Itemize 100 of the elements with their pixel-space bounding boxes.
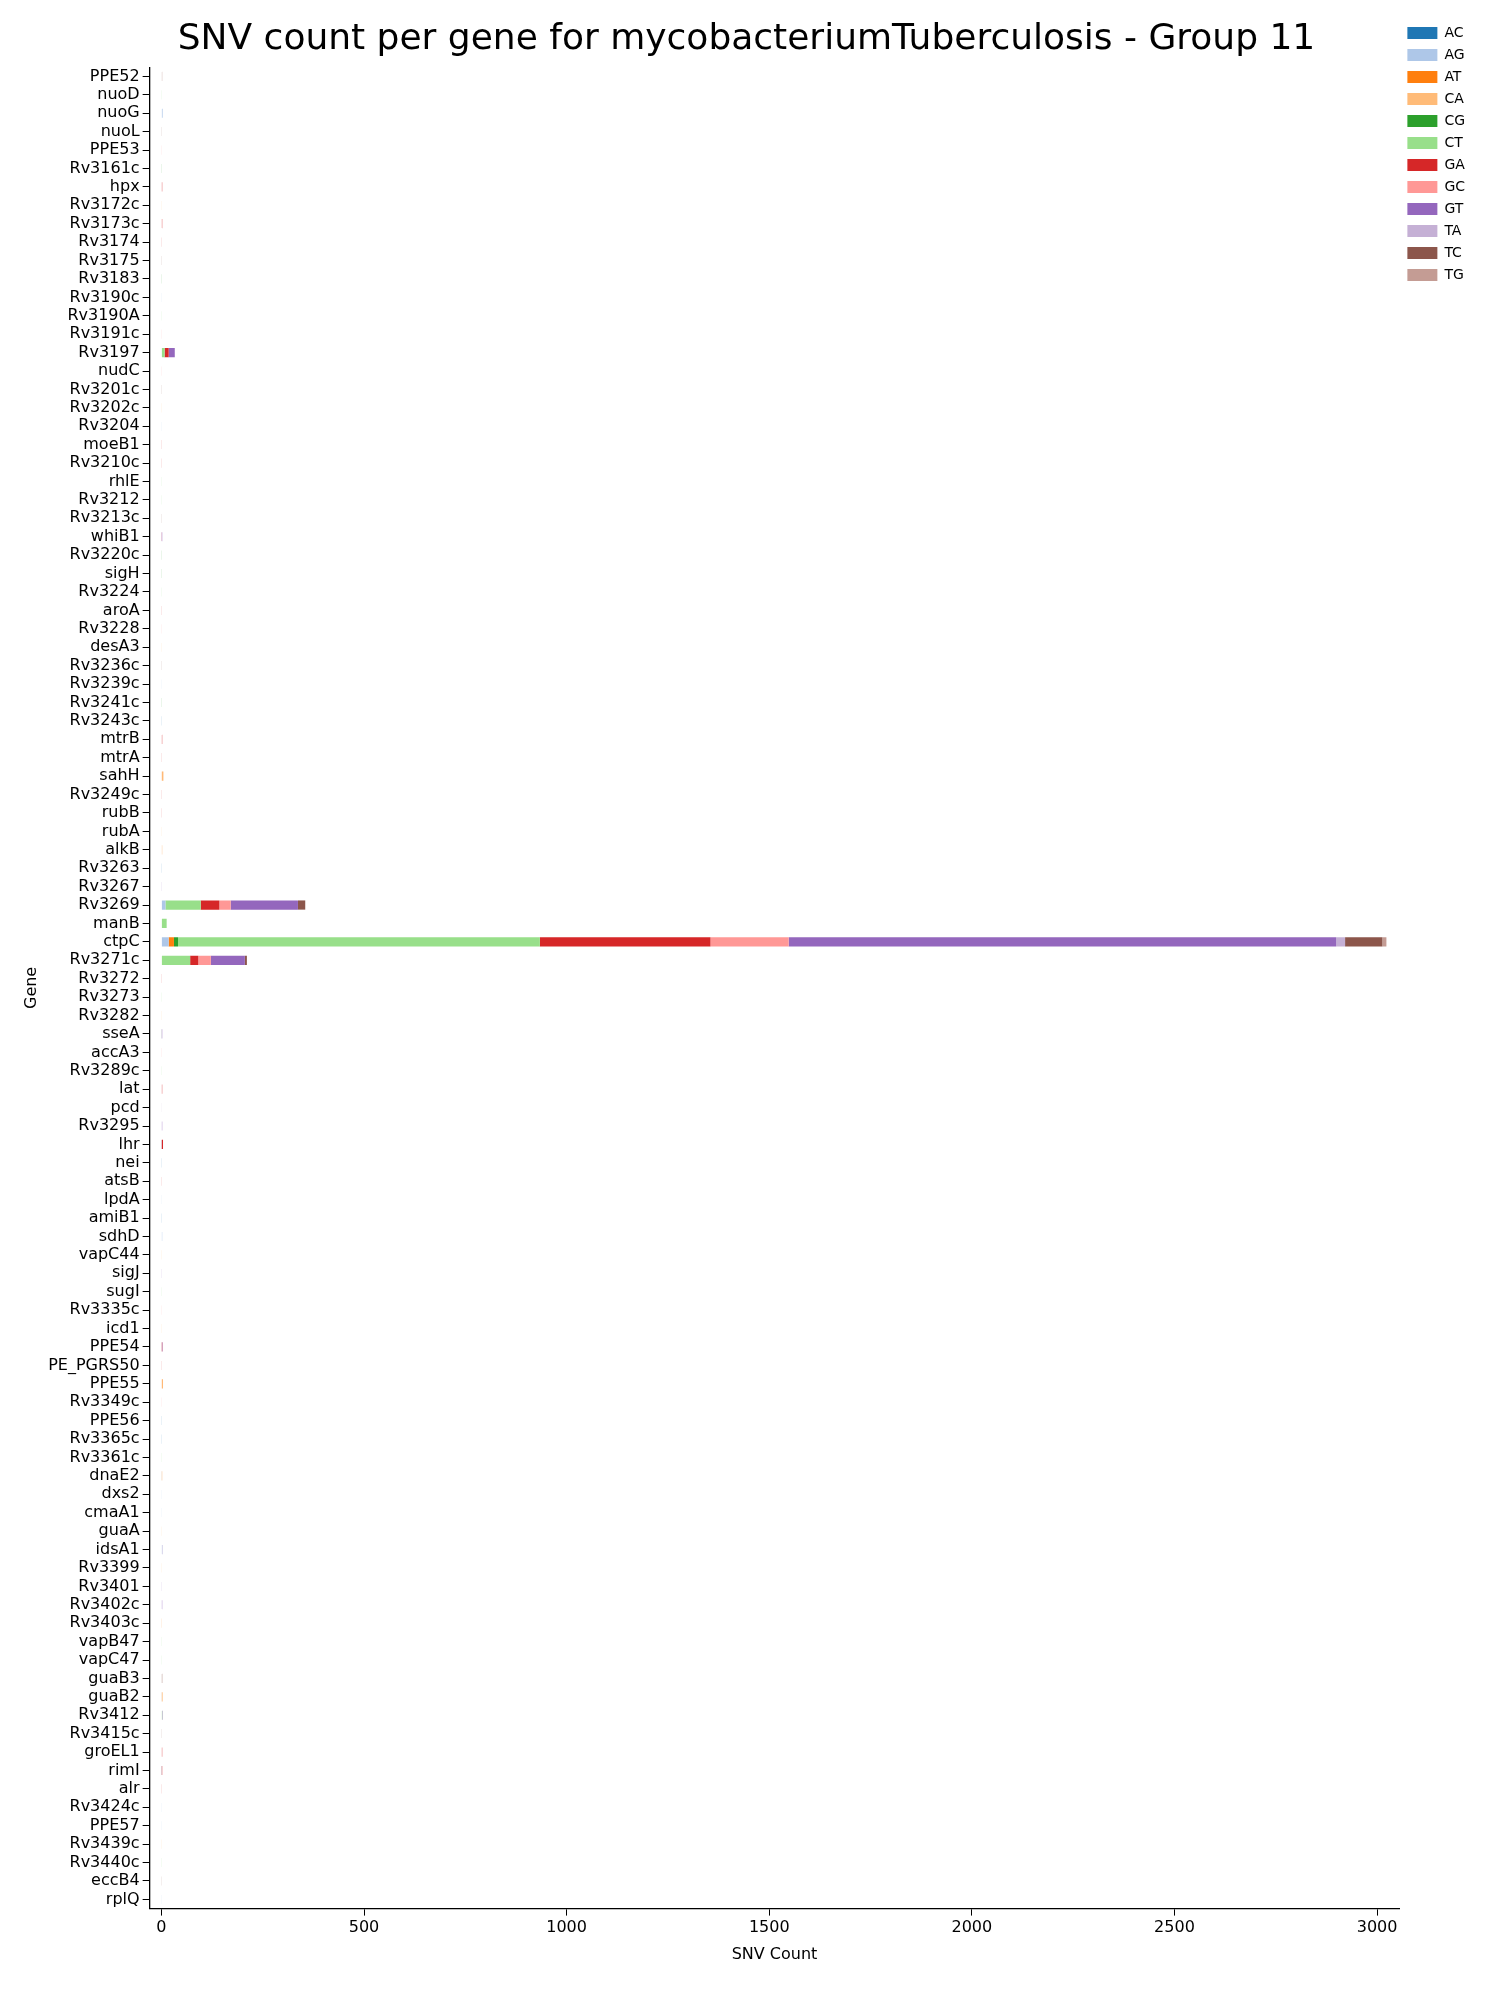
y-tick-label: PPE54 bbox=[89, 1336, 140, 1356]
y-tick-label: Rv3213c bbox=[69, 507, 140, 527]
y-tick-label: Rv3335c bbox=[69, 1299, 140, 1319]
y-tick-label: sigH bbox=[104, 562, 140, 582]
y-tick-label: Rv3161c bbox=[69, 157, 140, 177]
y-tick-label: Rv3174 bbox=[78, 231, 140, 251]
y-tick-label: accA3 bbox=[91, 1041, 140, 1061]
y-tick-label: pcd bbox=[110, 1096, 140, 1116]
y-tick-label: Rv3402c bbox=[69, 1593, 140, 1613]
bar bbox=[1345, 937, 1383, 947]
legend-label: TA bbox=[1443, 221, 1462, 238]
y-tick-label: amiB1 bbox=[88, 1207, 140, 1227]
y-tick-label: Rv3239c bbox=[69, 673, 140, 693]
y-tick-label: cmaA1 bbox=[84, 1501, 140, 1521]
legend-label: GT bbox=[1444, 199, 1464, 216]
y-tick-label: Rv3228 bbox=[78, 617, 140, 637]
y-tick-label: Rv3197 bbox=[78, 341, 140, 361]
bar bbox=[219, 900, 231, 910]
y-tick-label: mtrA bbox=[100, 746, 140, 766]
legend-label: AT bbox=[1444, 67, 1462, 84]
y-tick-label: manB bbox=[93, 912, 140, 932]
y-tick-label: lpdA bbox=[103, 1188, 140, 1208]
y-tick-label: Rv3202c bbox=[69, 397, 140, 417]
bar bbox=[178, 937, 540, 947]
y-tick-label: Rv3212 bbox=[78, 489, 140, 509]
y-tick-label: Rv3190c bbox=[69, 286, 140, 306]
y-tick-label: desA3 bbox=[90, 636, 140, 656]
legend-label: CA bbox=[1444, 89, 1465, 106]
y-tick-label: alkB bbox=[105, 838, 140, 858]
y-tick-label: hpx bbox=[109, 176, 140, 196]
x-axis-title: SNV Count bbox=[731, 1943, 818, 1963]
y-tick-label: rimI bbox=[108, 1759, 140, 1779]
bar bbox=[1382, 937, 1387, 947]
bar bbox=[164, 348, 169, 358]
y-tick-label: eccB4 bbox=[91, 1870, 140, 1890]
y-tick-label: nudC bbox=[98, 360, 140, 380]
y-tick-label: Rv3440c bbox=[69, 1851, 140, 1871]
y-tick-label: nuoD bbox=[97, 83, 140, 103]
y-tick-label: sugI bbox=[106, 1280, 140, 1300]
y-tick-label: Rv3175 bbox=[78, 249, 140, 269]
y-tick-label: Rv3191c bbox=[69, 323, 140, 343]
y-tick-label: Rv3201c bbox=[69, 378, 140, 398]
y-tick-label: Rv3401 bbox=[78, 1575, 140, 1595]
y-tick-label: guaB2 bbox=[88, 1686, 140, 1705]
y-tick-label: idsA1 bbox=[95, 1538, 140, 1558]
legend-label: CG bbox=[1444, 111, 1465, 128]
y-tick-label: moeB1 bbox=[83, 433, 140, 453]
y-tick-label: Rv3172c bbox=[69, 194, 140, 214]
y-tick-label: rubA bbox=[101, 820, 140, 840]
legend-label: GC bbox=[1444, 177, 1466, 194]
y-tick-label: PPE52 bbox=[89, 65, 140, 85]
x-tick-label: 3000 bbox=[1356, 1917, 1398, 1937]
y-tick-label: Rv3361c bbox=[69, 1446, 140, 1466]
y-tick-label: Rv3173c bbox=[69, 212, 140, 232]
bar bbox=[165, 900, 201, 910]
bar bbox=[161, 937, 169, 947]
y-tick-label: Rv3439c bbox=[69, 1833, 140, 1853]
y-tick-label: nuoL bbox=[100, 120, 140, 140]
y-tick-label: Rv3269 bbox=[78, 894, 140, 914]
x-tick-label: 1500 bbox=[748, 1917, 790, 1937]
y-tick-label: rhlE bbox=[108, 470, 140, 490]
bar bbox=[190, 955, 199, 965]
y-tick-label: Rv3220c bbox=[69, 544, 140, 564]
y-tick-label: Rv3236c bbox=[69, 654, 140, 674]
y-tick-label: rplQ bbox=[105, 1888, 140, 1908]
legend-label: GA bbox=[1444, 155, 1466, 172]
x-tick-label: 2000 bbox=[951, 1917, 993, 1937]
bar bbox=[173, 937, 178, 947]
y-tick-label: Rv3190A bbox=[67, 304, 140, 324]
y-tick-label: mtrB bbox=[100, 728, 140, 748]
y-axis-title: Gene bbox=[20, 966, 40, 1010]
y-tick-label: sdhD bbox=[98, 1225, 140, 1245]
y-tick-label: Rv3273 bbox=[78, 986, 140, 1006]
y-tick-label: PE_PGRS50 bbox=[48, 1354, 140, 1375]
y-tick-label: aroA bbox=[102, 599, 140, 619]
bar bbox=[788, 937, 1337, 947]
y-tick-label: Rv3295 bbox=[78, 1115, 140, 1135]
bar bbox=[1336, 937, 1346, 947]
bar bbox=[161, 348, 165, 358]
y-tick-label: vapB47 bbox=[78, 1630, 140, 1650]
bar bbox=[710, 937, 789, 947]
bar bbox=[539, 937, 711, 947]
bar bbox=[244, 955, 247, 965]
y-tick-label: PPE57 bbox=[89, 1814, 140, 1834]
y-tick-label: Rv3412 bbox=[78, 1704, 140, 1724]
y-tick-label: Rv3210c bbox=[69, 452, 140, 472]
y-tick-label: atsB bbox=[104, 1170, 140, 1190]
bar bbox=[198, 955, 211, 965]
legend-label: TG bbox=[1443, 265, 1464, 282]
y-tick-label: icd1 bbox=[106, 1317, 140, 1337]
bar bbox=[297, 900, 306, 910]
y-tick-label: lhr bbox=[118, 1133, 141, 1153]
bar bbox=[210, 955, 245, 965]
y-tick-label: nei bbox=[115, 1151, 140, 1171]
legend-label: CT bbox=[1444, 133, 1464, 150]
y-tick-label: Rv3271c bbox=[69, 949, 140, 969]
y-tick-label: groEL1 bbox=[84, 1741, 140, 1761]
y-tick-label: guaB3 bbox=[88, 1667, 140, 1687]
y-tick-label: Rv3272 bbox=[78, 967, 140, 987]
y-tick-label: Rv3399 bbox=[78, 1557, 140, 1577]
